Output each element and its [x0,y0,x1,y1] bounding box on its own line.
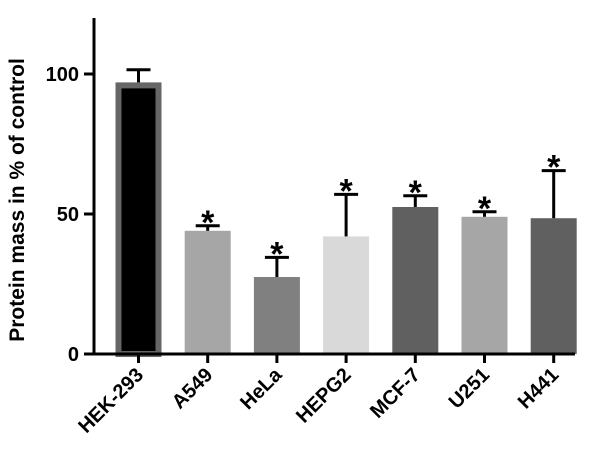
bar-hela [253,277,300,354]
significance-star-hepg2: * [339,172,353,210]
bar-mcf-7 [392,207,439,354]
x-tick-label-h441: H441 [514,364,563,413]
y-tick-label-100: 100 [46,64,79,86]
significance-star-mcf-7: * [409,174,423,212]
y-tick-label-0: 0 [68,344,79,366]
y-tick-label-50: 50 [57,204,79,226]
x-tick-label-hepg2: HEPG2 [292,364,356,428]
bar-a549 [184,230,231,354]
bar-hek-293 [115,82,162,358]
significance-star-a549: * [201,204,215,242]
x-tick-label-u251: U251 [445,364,494,413]
bar-u251 [461,216,508,354]
significance-star-h441: * [547,149,561,187]
y-axis-title: Protein mass in % of control [6,58,29,342]
significance-star-u251: * [478,190,492,228]
significance-star-hela: * [270,235,284,273]
x-tick-label-hek-293: HEK-293 [74,364,148,438]
bar-h441 [530,218,577,354]
bar-hepg2 [323,236,370,354]
x-tick-label-mcf-7: MCF-7 [366,364,425,423]
x-tick-label-a549: A549 [168,364,217,413]
x-tick-label-hela: HeLa [236,363,287,414]
